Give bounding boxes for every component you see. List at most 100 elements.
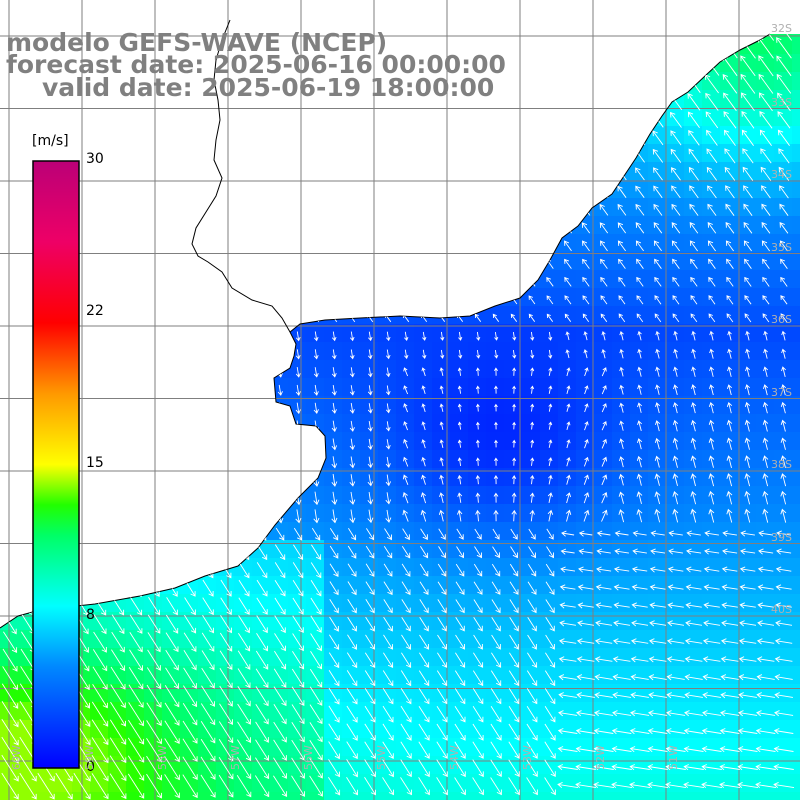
field-cell [324,270,343,289]
field-cell [126,792,145,800]
wind-arrow [275,149,285,163]
field-cell [378,108,397,127]
field-cell [162,630,181,649]
wind-arrow [205,331,211,342]
field-cell [666,54,685,73]
wind-arrow [723,111,737,129]
wind-arrow [494,385,498,394]
wind-arrow [561,34,574,39]
wind-arrow [291,757,305,779]
field-cell [648,180,667,199]
wind-arrow [583,456,589,467]
wind-arrow [404,349,409,360]
wind-arrow [187,509,194,524]
field-cell [144,450,163,469]
wind-arrow [309,757,323,779]
field-cell [792,756,800,775]
field-cell [486,630,505,649]
field-cell [252,378,271,397]
wind-arrow [132,295,140,305]
wind-arrow [563,185,573,198]
field-cell [720,594,739,613]
field-cell [324,630,343,649]
wind-arrow [97,349,103,360]
wind-arrow [151,491,158,506]
wind-arrow [738,710,758,717]
wind-arrow [182,738,198,762]
wind-arrow [183,632,197,653]
wind-arrow [346,723,358,741]
wind-arrow [277,420,284,433]
wind-arrow [654,491,661,505]
field-cell [432,684,451,703]
field-cell [648,144,667,163]
field-cell [144,720,163,739]
field-cell [684,108,703,127]
wind-arrow [705,111,719,129]
field-cell [594,504,613,523]
field-cell [702,648,721,667]
wind-arrow [654,455,661,468]
wind-arrow [457,439,462,448]
field-cell [630,54,649,73]
wind-arrow [221,185,231,198]
field-cell [306,558,325,577]
wind-arrow [149,527,159,541]
field-cell [216,522,235,541]
field-cell [648,684,667,703]
field-cell [594,792,613,800]
wind-arrow [455,616,465,632]
field-cell [666,72,685,91]
field-cell [648,720,667,739]
field-cell [540,108,559,127]
field-cell [180,774,199,793]
field-cell [450,720,469,739]
field-cell [450,630,469,649]
wind-arrow [440,349,445,359]
wind-arrow [582,313,590,323]
wind-arrow [437,581,447,596]
wind-arrow [704,34,720,41]
wind-arrow [418,688,430,705]
wind-arrow [420,240,428,252]
field-cell [522,702,541,721]
field-cell [648,540,667,559]
field-cell [288,792,307,800]
field-cell [720,126,739,145]
wind-arrow [384,258,392,269]
wind-arrow [619,384,624,395]
wind-arrow [256,4,267,20]
field-cell [540,162,559,181]
wind-arrow [131,222,141,234]
wind-arrow [630,692,649,699]
field-cell [702,36,721,55]
wind-arrow [439,403,444,412]
wind-arrow [781,348,786,359]
wind-arrow [151,438,158,451]
wind-arrow [129,649,143,672]
field-cell [774,162,793,181]
field-cell [108,162,127,181]
wind-arrow [221,222,231,234]
wind-arrow [133,366,139,378]
field-cell [36,108,55,127]
field-cell [540,270,559,289]
field-cell [360,126,379,145]
wind-arrow [436,112,448,127]
wind-arrow [201,685,215,707]
wind-arrow [673,330,678,341]
wind-arrow [665,781,687,789]
wind-arrow [726,419,733,432]
field-cell [324,180,343,199]
wind-arrow [291,775,305,797]
field-cell [774,234,793,253]
wind-arrow [668,38,683,58]
field-cell [234,144,253,163]
wind-arrow [719,781,741,789]
wind-arrow [421,474,426,485]
wind-arrow [437,149,447,163]
wind-arrow [401,149,411,163]
wind-arrow [762,401,769,414]
wind-arrow [146,667,162,690]
wind-arrow [400,741,412,759]
